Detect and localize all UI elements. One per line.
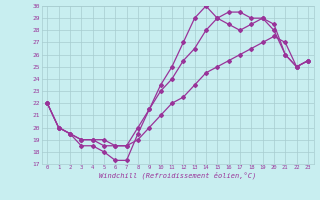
- X-axis label: Windchill (Refroidissement éolien,°C): Windchill (Refroidissement éolien,°C): [99, 172, 256, 179]
